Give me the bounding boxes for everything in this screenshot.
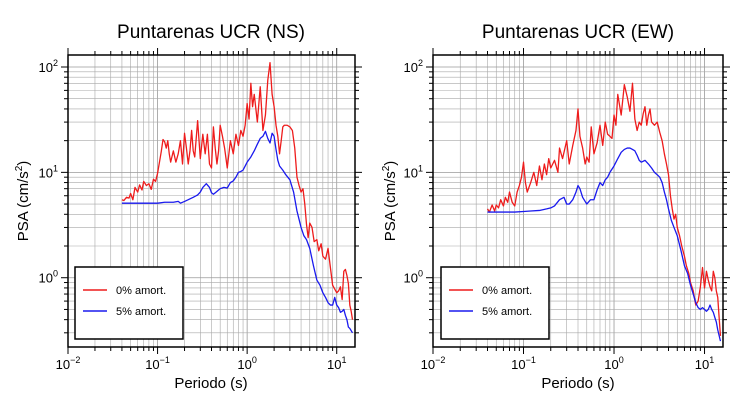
y-axis-label: PSA (cm/s2)	[381, 161, 399, 242]
chart-panel-ns: Puntarenas UCR (NS) 10−2 10−1 100 101 100 101…	[14, 22, 362, 392]
legend-label-1: 5% amort.	[482, 306, 532, 318]
legend: 0% amort. 5% amort.	[74, 266, 184, 340]
y-tick-label: 100	[404, 269, 423, 286]
y-tick-label: 102	[39, 58, 58, 75]
plot-area	[121, 61, 354, 334]
chart-panel-ew: Puntarenas UCR (EW) 10−2 10−1 100 101 100 101…	[381, 22, 730, 392]
y-tick-label: 101	[39, 163, 58, 180]
legend-label-0: 0% amort.	[116, 285, 166, 297]
x-tick-label: 101	[695, 355, 714, 372]
legend-box	[440, 266, 550, 340]
plot-area	[486, 82, 722, 342]
legend-label-0: 0% amort.	[482, 285, 532, 297]
y-tick-label: 101	[404, 163, 423, 180]
axis-ticks: 10−2 10−1 100 101 100 101 102	[39, 48, 362, 372]
x-tick-label: 10−1	[145, 355, 170, 372]
x-axis-label: Periodo (s)	[174, 375, 247, 392]
chart-title: Puntarenas UCR (NS)	[117, 22, 305, 43]
x-tick-label: 101	[327, 355, 346, 372]
axis-ticks: 10−2 10−1 100 101 100 101 102	[404, 48, 730, 372]
series-line-1	[121, 130, 354, 334]
y-tick-label: 100	[39, 269, 58, 286]
chart-title: Puntarenas UCR (EW)	[482, 22, 674, 43]
x-tick-label: 10−2	[56, 355, 81, 372]
x-tick-label: 100	[604, 355, 623, 372]
x-tick-label: 100	[237, 355, 256, 372]
x-tick-label: 10−1	[511, 355, 536, 372]
y-axis-label: PSA (cm/s2)	[14, 161, 32, 242]
x-axis-label: Periodo (s)	[541, 375, 614, 392]
series-line-0	[121, 61, 354, 320]
legend: 0% amort. 5% amort.	[440, 266, 550, 340]
series-line-0	[486, 82, 722, 337]
legend-box	[74, 266, 184, 340]
y-tick-label: 102	[404, 58, 423, 75]
legend-label-1: 5% amort.	[116, 306, 166, 318]
x-tick-label: 10−2	[421, 355, 446, 372]
series-line-1	[487, 147, 722, 342]
